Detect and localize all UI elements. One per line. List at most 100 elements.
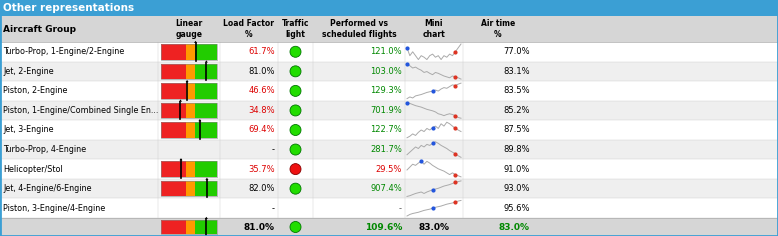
Bar — [186, 161, 194, 177]
Bar — [161, 63, 186, 79]
Bar — [194, 122, 217, 138]
Circle shape — [290, 105, 301, 116]
Text: 69.4%: 69.4% — [248, 126, 275, 135]
Bar — [186, 122, 194, 138]
Bar — [161, 181, 186, 196]
Circle shape — [290, 222, 301, 232]
Bar — [161, 220, 217, 234]
Bar — [194, 44, 217, 59]
Text: Linear
gauge: Linear gauge — [175, 19, 202, 39]
Bar — [0, 198, 778, 218]
Text: 89.8%: 89.8% — [503, 145, 530, 154]
Text: Piston, 3-Engine/4-Engine: Piston, 3-Engine/4-Engine — [3, 204, 105, 213]
Circle shape — [290, 85, 301, 96]
Bar — [186, 220, 194, 234]
Bar — [161, 63, 217, 79]
Bar — [161, 44, 217, 59]
Circle shape — [290, 66, 301, 77]
Bar — [194, 103, 217, 118]
Bar — [186, 103, 194, 118]
Text: -: - — [399, 204, 402, 213]
Polygon shape — [205, 60, 208, 63]
Polygon shape — [194, 41, 197, 43]
Bar — [161, 220, 186, 234]
Text: 281.7%: 281.7% — [370, 145, 402, 154]
Bar — [0, 218, 778, 236]
Text: 83.0%: 83.0% — [419, 223, 450, 232]
Text: Load Factor
%: Load Factor % — [223, 19, 275, 39]
Bar — [161, 103, 186, 118]
Bar — [0, 140, 778, 159]
Text: 77.0%: 77.0% — [503, 47, 530, 56]
Bar — [161, 122, 186, 138]
Text: 95.6%: 95.6% — [503, 204, 530, 213]
Circle shape — [290, 46, 301, 57]
Bar — [0, 81, 778, 101]
Bar — [161, 122, 217, 138]
Text: 109.6%: 109.6% — [365, 223, 402, 232]
Text: Turbo-Prop, 4-Engine: Turbo-Prop, 4-Engine — [3, 145, 86, 154]
Text: 81.0%: 81.0% — [244, 223, 275, 232]
Text: 122.7%: 122.7% — [370, 126, 402, 135]
Text: 83.0%: 83.0% — [499, 223, 530, 232]
Text: -: - — [272, 145, 275, 154]
Bar — [161, 181, 217, 196]
Text: Mini
chart: Mini chart — [422, 19, 445, 39]
Text: 121.0%: 121.0% — [370, 47, 402, 56]
Text: -: - — [272, 204, 275, 213]
Bar — [194, 181, 217, 196]
Text: 35.7%: 35.7% — [248, 165, 275, 174]
Text: 701.9%: 701.9% — [370, 106, 402, 115]
Bar — [161, 44, 186, 59]
Text: Jet, 3-Engine: Jet, 3-Engine — [3, 126, 54, 135]
Text: 83.1%: 83.1% — [503, 67, 530, 76]
Bar — [0, 16, 778, 42]
Text: 82.0%: 82.0% — [248, 184, 275, 193]
Polygon shape — [198, 119, 202, 121]
Text: 87.5%: 87.5% — [503, 126, 530, 135]
Bar — [0, 42, 778, 62]
Text: 103.0%: 103.0% — [370, 67, 402, 76]
Bar — [186, 83, 194, 99]
Bar — [0, 179, 778, 198]
Circle shape — [290, 144, 301, 155]
Bar — [186, 181, 194, 196]
Bar — [194, 220, 217, 234]
Circle shape — [290, 164, 301, 175]
Bar — [186, 63, 194, 79]
Text: 129.3%: 129.3% — [370, 86, 402, 95]
Polygon shape — [180, 158, 183, 160]
Text: Helicopter/Stol: Helicopter/Stol — [3, 165, 63, 174]
Bar — [0, 101, 778, 120]
Text: Piston, 1-Engine/Combined Single En...: Piston, 1-Engine/Combined Single En... — [3, 106, 159, 115]
Bar — [161, 83, 186, 99]
Bar — [186, 44, 194, 59]
Text: Aircraft Group: Aircraft Group — [3, 25, 76, 34]
Text: Other representations: Other representations — [3, 3, 134, 13]
Bar — [194, 83, 217, 99]
Polygon shape — [205, 178, 209, 180]
Text: Traffic
light: Traffic light — [282, 19, 309, 39]
Text: 91.0%: 91.0% — [503, 165, 530, 174]
Bar — [161, 161, 217, 177]
Text: 81.0%: 81.0% — [248, 67, 275, 76]
Bar — [161, 161, 186, 177]
Text: Jet, 2-Engine: Jet, 2-Engine — [3, 67, 54, 76]
Text: 93.0%: 93.0% — [503, 184, 530, 193]
Text: 83.5%: 83.5% — [503, 86, 530, 95]
Text: 46.6%: 46.6% — [248, 86, 275, 95]
Circle shape — [290, 125, 301, 135]
Text: 29.5%: 29.5% — [376, 165, 402, 174]
Text: Piston, 2-Engine: Piston, 2-Engine — [3, 86, 68, 95]
Text: Air time
%: Air time % — [481, 19, 515, 39]
Bar — [194, 161, 217, 177]
Circle shape — [290, 183, 301, 194]
Text: 34.8%: 34.8% — [248, 106, 275, 115]
Bar — [161, 103, 217, 118]
Text: 907.4%: 907.4% — [370, 184, 402, 193]
Polygon shape — [179, 99, 182, 102]
Polygon shape — [205, 217, 208, 219]
Text: 85.2%: 85.2% — [503, 106, 530, 115]
Text: Performed vs
scheduled flights: Performed vs scheduled flights — [321, 19, 396, 39]
Bar — [0, 120, 778, 140]
